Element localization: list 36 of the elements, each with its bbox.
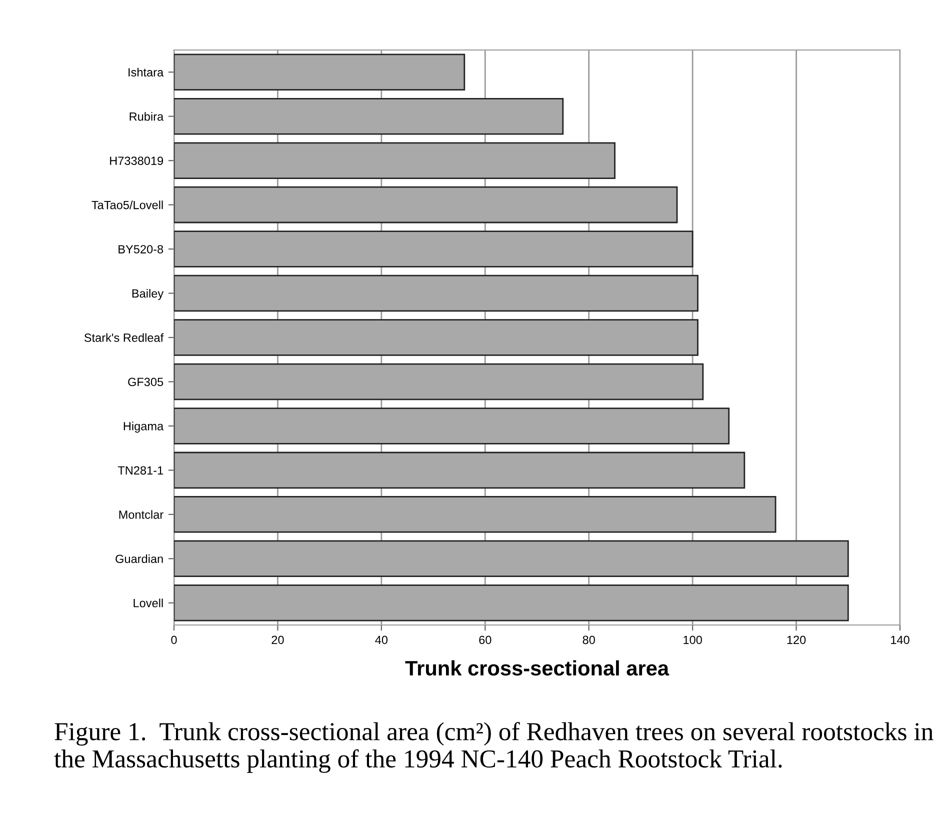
y-tick-label: TN281-1 xyxy=(118,466,164,475)
x-tick-label: 140 xyxy=(891,636,910,644)
y-tick-label: GF305 xyxy=(128,378,164,386)
x-tick-label: 40 xyxy=(375,636,388,644)
y-tick-label: Lovell xyxy=(134,598,163,608)
x-tick-label: 100 xyxy=(684,636,702,644)
x-tick-label: 60 xyxy=(479,636,492,644)
bar xyxy=(174,54,466,91)
y-tick-label: Guardian xyxy=(116,554,163,564)
y-tick-label: BY520-8 xyxy=(118,245,164,254)
bar xyxy=(174,142,616,179)
y-tick-label: Ishtara xyxy=(128,68,164,77)
bar xyxy=(174,98,564,135)
x-tick-label: 0 xyxy=(171,636,177,644)
x-axis-title: Trunk cross-sectional area xyxy=(405,660,670,676)
bar xyxy=(174,496,776,533)
bar xyxy=(174,230,694,268)
y-tick-label: Montclar xyxy=(119,510,164,519)
bar xyxy=(174,452,746,489)
x-tick-label: 80 xyxy=(582,636,595,644)
x-tick-label: 120 xyxy=(787,636,806,644)
bar xyxy=(174,540,849,578)
caption: Figure 1. Trunk cross-sectional area (cm²) of Redhaven trees on several rootstocks in the Massachusetts planting of the 1994 NC-140 Peach Rootstock Trial. xyxy=(54,722,934,773)
y-tick-label: TaTao5/Lovell xyxy=(92,200,163,210)
bar xyxy=(174,186,678,224)
bar xyxy=(174,319,698,356)
bar xyxy=(174,584,849,622)
y-tick-label: H7338019 xyxy=(110,156,164,165)
y-tick-label: Higama xyxy=(124,422,164,433)
y-tick-label: Bailey xyxy=(132,288,164,300)
bar xyxy=(174,363,704,400)
y-tick-label: Stark's Redleaf xyxy=(84,333,164,342)
bar xyxy=(174,408,730,444)
bar xyxy=(174,274,698,312)
y-tick-label: Rubira xyxy=(130,112,164,121)
x-tick-label: 20 xyxy=(272,636,284,644)
